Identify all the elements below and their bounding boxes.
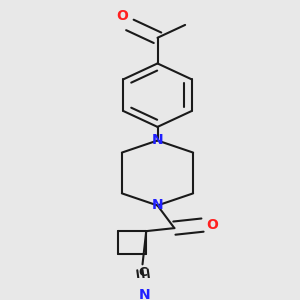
Text: C: C bbox=[138, 266, 147, 279]
Text: N: N bbox=[152, 134, 163, 148]
Text: O: O bbox=[206, 218, 218, 232]
Text: N: N bbox=[152, 199, 163, 212]
Text: N: N bbox=[139, 288, 150, 300]
Text: O: O bbox=[116, 9, 128, 23]
